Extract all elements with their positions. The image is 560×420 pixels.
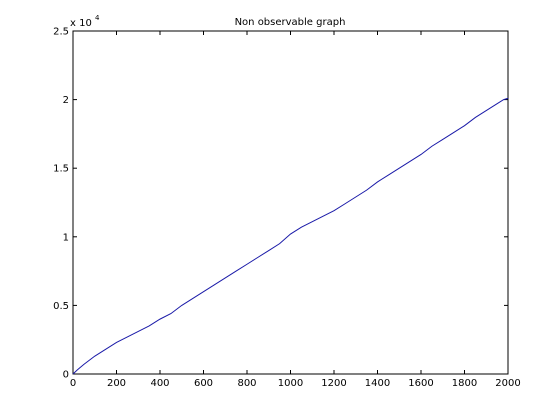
y-tick-label: 2 — [63, 95, 69, 106]
plot-area — [72, 30, 509, 375]
y-tick-label: 1 — [63, 232, 69, 243]
y-exponent-base: x 10 — [70, 18, 92, 29]
y-tick-label: 1.5 — [53, 164, 69, 175]
x-tick-label: 400 — [150, 378, 169, 389]
x-tick-label: 1000 — [278, 378, 303, 389]
y-exponent-power: 4 — [95, 14, 100, 22]
x-axis: 0 200 400 600 800 1000 1200 1400 1600 1800 2000 — [70, 31, 521, 389]
x-tick-label: 600 — [194, 378, 213, 389]
x-tick-label: 1400 — [365, 378, 390, 389]
y-tick-label: 0.5 — [53, 301, 69, 312]
x-tick-label: 1600 — [408, 378, 433, 389]
series-line — [72, 97, 509, 375]
y-tick-label: 0 — [63, 370, 69, 381]
y-exponent: x 10 4 — [70, 14, 100, 29]
x-tick-label: 2000 — [495, 378, 520, 389]
series-layer — [72, 97, 509, 375]
chart-title: Non observable graph — [235, 17, 346, 28]
x-tick-label: 800 — [237, 378, 256, 389]
x-tick-label: 1200 — [321, 378, 346, 389]
y-axis: 0 0.5 1 1.5 2 2.5 — [53, 27, 508, 381]
x-tick-label: 0 — [70, 378, 76, 389]
x-tick-label: 200 — [107, 378, 126, 389]
y-tick-label: 2.5 — [53, 27, 69, 38]
x-tick-label: 1800 — [452, 378, 477, 389]
